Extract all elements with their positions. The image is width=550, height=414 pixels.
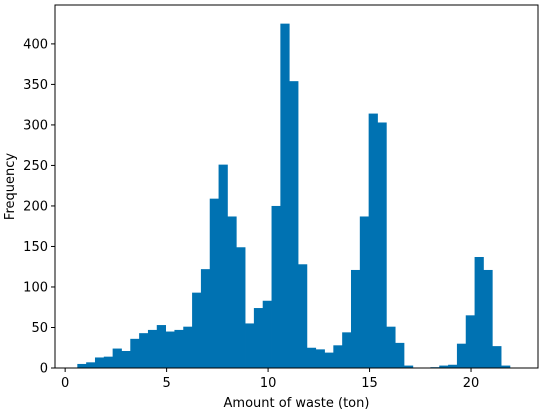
histogram-bar xyxy=(333,345,343,368)
histogram-bar xyxy=(165,331,175,368)
y-tick-label: 250 xyxy=(23,159,48,174)
y-axis-label: Frequency xyxy=(3,153,18,220)
histogram-bar xyxy=(474,256,484,368)
histogram-bars xyxy=(77,23,511,369)
histogram-bar xyxy=(465,315,475,368)
x-axis-ticks: 0 5 10 15 20 xyxy=(61,368,479,391)
histogram-bar xyxy=(77,363,87,368)
histogram-bar xyxy=(456,343,467,368)
histogram-bar xyxy=(183,326,193,368)
histogram-bar xyxy=(386,326,396,368)
histogram-bar xyxy=(94,357,105,368)
x-tick-label: 10 xyxy=(260,376,277,391)
histogram-bar xyxy=(368,113,378,368)
histogram-bar xyxy=(395,342,405,368)
histogram-bar xyxy=(492,346,502,368)
histogram-bar xyxy=(439,365,449,368)
y-tick-label: 100 xyxy=(23,280,48,295)
histogram-bar xyxy=(245,323,255,368)
histogram-bar xyxy=(483,269,493,368)
x-tick-label: 20 xyxy=(463,376,480,391)
histogram-bar xyxy=(253,308,264,368)
histogram-bar xyxy=(192,292,202,368)
y-tick-label: 350 xyxy=(23,78,48,93)
histogram-bar xyxy=(448,364,458,368)
histogram-bar xyxy=(227,216,237,368)
histogram-bar xyxy=(377,122,387,369)
histogram-bar xyxy=(501,365,511,368)
histogram-bar xyxy=(209,198,219,368)
histogram-bar xyxy=(271,205,281,368)
histogram-bar xyxy=(342,332,352,368)
plot-frame xyxy=(54,4,539,369)
histogram-bar xyxy=(359,216,370,368)
histogram-bar xyxy=(280,23,290,368)
x-tick-label: 15 xyxy=(361,376,378,391)
histogram-bar xyxy=(103,356,114,368)
y-tick-label: 200 xyxy=(23,199,48,214)
y-tick-label: 400 xyxy=(23,37,48,52)
histogram-bar xyxy=(86,362,96,368)
histogram-bar xyxy=(306,347,317,368)
histogram-bar xyxy=(262,300,272,368)
histogram-bar xyxy=(147,329,158,368)
y-tick-label: 0 xyxy=(40,362,48,377)
x-axis-label: Amount of waste (ton) xyxy=(224,396,370,411)
histogram-bar xyxy=(156,325,167,368)
histogram-bar xyxy=(112,348,122,368)
histogram-bar xyxy=(403,365,414,368)
histogram-bar xyxy=(218,164,228,368)
y-axis-ticks: 0 50 100 150 200 250 300 350 400 xyxy=(23,37,55,377)
x-tick-label: 5 xyxy=(162,376,170,391)
histogram-bar xyxy=(200,269,211,368)
x-tick-label: 0 xyxy=(61,376,69,391)
histogram-bar xyxy=(324,352,334,368)
histogram-bar xyxy=(121,350,131,368)
histogram-bar xyxy=(236,247,246,368)
y-tick-label: 150 xyxy=(23,240,48,255)
histogram-bar xyxy=(139,333,149,368)
y-tick-label: 50 xyxy=(31,321,48,336)
histogram-bar xyxy=(174,329,184,368)
histogram-bar xyxy=(350,269,361,368)
histogram-bar xyxy=(298,264,308,368)
histogram-bar xyxy=(315,349,325,368)
histogram-bar xyxy=(130,338,140,368)
y-tick-label: 300 xyxy=(23,118,48,133)
histogram-bar xyxy=(289,81,299,369)
